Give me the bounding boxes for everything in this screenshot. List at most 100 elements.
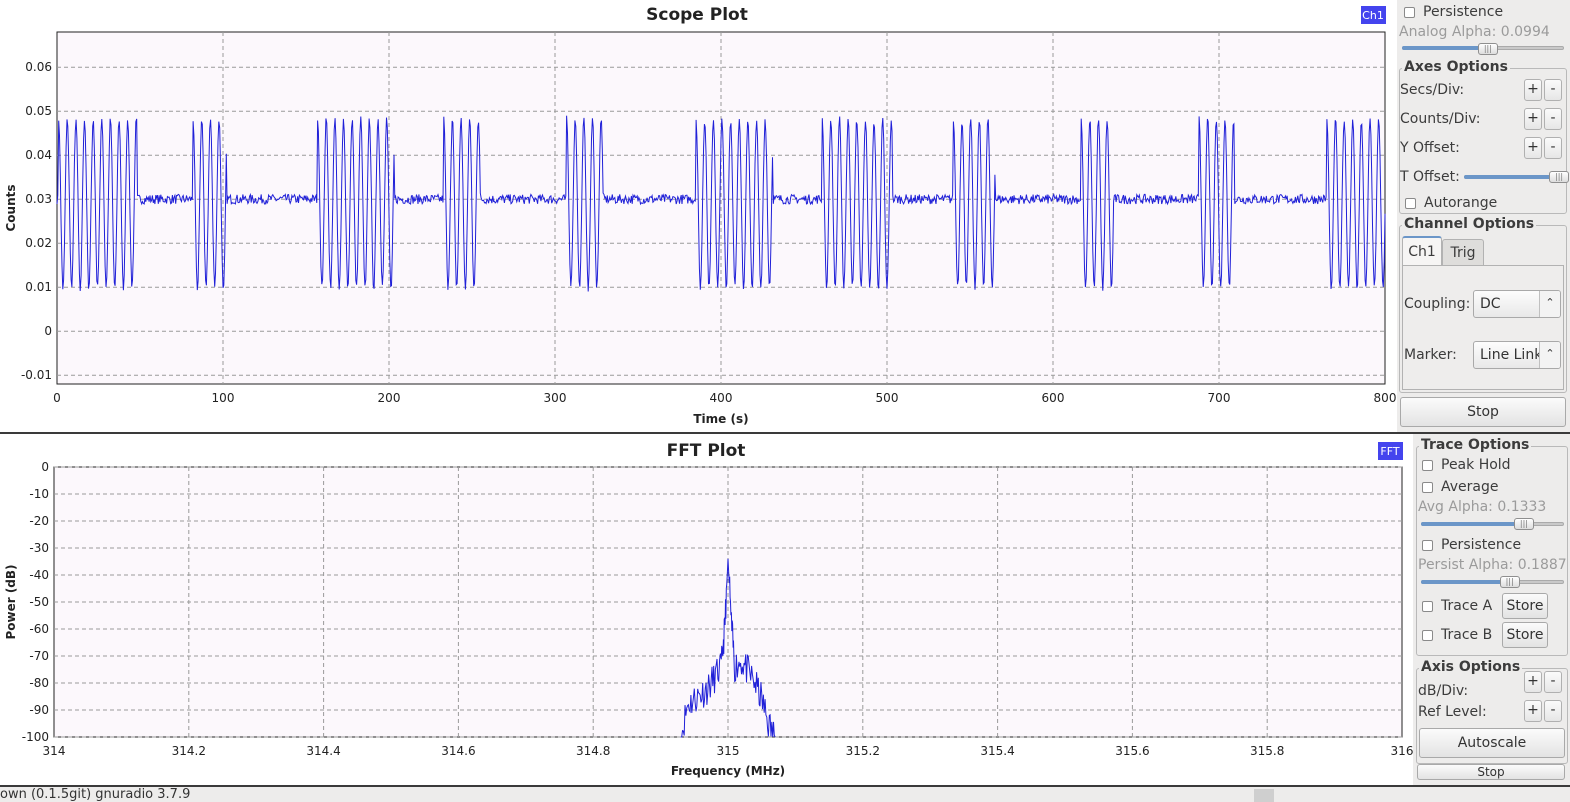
scope-plot-title: Scope Plot (646, 5, 748, 25)
scope-x-tick-label: 200 (378, 391, 401, 405)
fft-x-tick-label: 314.4 (306, 744, 340, 758)
trace-b-row[interactable]: Trace B (1422, 627, 1492, 643)
fft-y-tick-label: 0 (41, 460, 49, 474)
scope-y-tick-label: 0.02 (25, 236, 52, 250)
channel-tab-panel (1402, 265, 1564, 390)
average-checkbox[interactable] (1422, 481, 1433, 493)
trace-options-title: Trace Options (1419, 437, 1532, 453)
db-div-minus-button[interactable]: - (1544, 671, 1562, 693)
fft-legend-swatch (1378, 442, 1403, 460)
fft-x-tick-label: 316 (1391, 744, 1413, 758)
fft-y-tick-label: -70 (29, 649, 49, 663)
secs-div-plus-button[interactable]: + (1524, 79, 1542, 101)
trace-b-store-button[interactable]: Store (1502, 622, 1548, 648)
persistence-label: Persistence (1423, 4, 1504, 20)
fft-control-panel: Trace Options Peak Hold Average Avg Alph… (1413, 434, 1570, 786)
fft-y-tick-label: -90 (29, 703, 49, 717)
status-text: own (0.1.5git) gnuradio 3.7.9 (0, 787, 191, 802)
fft-tick-labels: 314 314.2 314.4 314.6 314.8 315 315.2 315.4 315.… (22, 460, 1414, 758)
fft-persistence-checkbox[interactable] (1422, 539, 1433, 551)
fft-y-tick-label: -30 (29, 541, 49, 555)
analog-alpha-label: Analog Alpha: 0.0994 (1399, 24, 1550, 40)
ref-level-label: Ref Level: (1418, 704, 1487, 720)
counts-div-label: Counts/Div: (1400, 111, 1481, 127)
peak-hold-checkbox[interactable] (1422, 459, 1433, 471)
scope-x-tick-label: 600 (1042, 391, 1065, 405)
fft-persistence-row[interactable]: Persistence (1422, 537, 1521, 553)
average-row[interactable]: Average (1422, 479, 1499, 495)
scope-y-tick-label: 0 (44, 324, 52, 338)
fft-y-tick-label: -40 (29, 568, 49, 582)
fft-x-tick-label: 314.6 (441, 744, 475, 758)
ref-level-plus-button[interactable]: + (1524, 700, 1542, 722)
fft-y-tick-label: -80 (29, 676, 49, 690)
counts-div-minus-button[interactable]: - (1544, 108, 1562, 130)
avg-alpha-slider-thumb[interactable]: ||| (1513, 518, 1534, 530)
scope-y-axis-label: Counts (4, 184, 18, 231)
marker-label: Marker: (1404, 347, 1457, 363)
ref-level-minus-button[interactable]: - (1544, 700, 1562, 722)
fft-plot-title: FFT Plot (667, 441, 746, 461)
fft-gridlines (54, 466, 1402, 738)
marker-select[interactable]: Line Link ⌃ (1473, 341, 1561, 369)
t-offset-slider-thumb[interactable]: ||| (1549, 171, 1570, 183)
trace-a-checkbox[interactable] (1422, 600, 1433, 612)
fft-x-tick-label: 315.8 (1250, 744, 1284, 758)
scope-control-panel: Persistence Analog Alpha: 0.0994 ||| Axe… (1397, 0, 1570, 432)
persist-alpha-label: Persist Alpha: 0.1887 (1418, 557, 1567, 573)
y-offset-plus-button[interactable]: + (1524, 137, 1542, 159)
fft-x-axis-label: Frequency (MHz) (671, 764, 785, 778)
scope-x-axis-label: Time (s) (693, 412, 748, 426)
fft-y-tick-label: -100 (22, 730, 49, 744)
fft-plot-pane: FFT Plot FFT 314 314.2 314.4 314.6 314.8 315 3… (0, 434, 1413, 786)
fft-persistence-label: Persistence (1441, 537, 1522, 553)
tab-trig[interactable]: Trig (1442, 239, 1484, 266)
autorange-row[interactable]: Autorange (1405, 195, 1497, 211)
fft-plot[interactable]: FFT Plot FFT 314 314.2 314.4 314.6 314.8 315 3… (0, 434, 1413, 786)
avg-alpha-label: Avg Alpha: 0.1333 (1418, 499, 1547, 515)
trace-b-label: Trace B (1441, 627, 1493, 643)
scope-y-tick-label: 0.06 (25, 60, 52, 74)
fft-x-tick-label: 315.2 (846, 744, 880, 758)
trace-b-checkbox[interactable] (1422, 629, 1433, 641)
fft-y-tick-label: -50 (29, 595, 49, 609)
persist-alpha-slider-fill (1421, 580, 1510, 584)
y-offset-minus-button[interactable]: - (1544, 137, 1562, 159)
persistence-row[interactable]: Persistence (1404, 4, 1503, 20)
scope-x-tick-label: 300 (544, 391, 567, 405)
trace-a-row[interactable]: Trace A (1422, 598, 1492, 614)
tab-ch1[interactable]: Ch1 (1402, 236, 1442, 266)
db-div-label: dB/Div: (1418, 683, 1469, 699)
scope-plot[interactable]: Scope Plot Ch1 0 100 200 300 400 500 600 700 800… (0, 0, 1397, 432)
chevron-updown-icon: ⌃ (1539, 291, 1560, 317)
fft-legend-label: FFT (1380, 445, 1399, 458)
coupling-value: DC (1480, 296, 1501, 312)
avg-alpha-slider-fill (1421, 522, 1524, 526)
analog-alpha-slider-fill (1402, 46, 1488, 50)
status-bar: own (0.1.5git) gnuradio 3.7.9 (0, 787, 1570, 802)
peak-hold-row[interactable]: Peak Hold (1422, 457, 1511, 473)
scope-legend-label: Ch1 (1362, 9, 1384, 22)
persistence-checkbox[interactable] (1404, 6, 1415, 18)
scope-y-tick-label: 0.04 (25, 148, 52, 162)
bottom-divider (0, 785, 1570, 787)
secs-div-minus-button[interactable]: - (1544, 79, 1562, 101)
db-div-plus-button[interactable]: + (1524, 671, 1542, 693)
fft-stop-button[interactable]: Stop (1417, 764, 1565, 780)
coupling-select[interactable]: DC ⌃ (1473, 290, 1561, 318)
scope-stop-button[interactable]: Stop (1400, 397, 1566, 427)
axis-options-title: Axis Options (1419, 659, 1523, 675)
scope-x-tick-label: 100 (212, 391, 235, 405)
persist-alpha-slider-thumb[interactable]: ||| (1499, 576, 1520, 588)
counts-div-plus-button[interactable]: + (1524, 108, 1542, 130)
secs-div-label: Secs/Div: (1400, 82, 1465, 98)
scope-plot-pane: Scope Plot Ch1 0 100 200 300 400 500 600 700 800… (0, 0, 1397, 432)
autorange-checkbox[interactable] (1405, 197, 1416, 209)
analog-alpha-slider-thumb[interactable]: ||| (1477, 43, 1498, 55)
fft-x-tick-label: 315.6 (1115, 744, 1149, 758)
trace-a-store-button[interactable]: Store (1502, 593, 1548, 619)
pane-divider[interactable] (0, 432, 1570, 434)
fft-y-tick-label: -20 (29, 514, 49, 528)
autoscale-button[interactable]: Autoscale (1419, 728, 1565, 758)
status-scroll-handle[interactable] (1254, 789, 1274, 802)
